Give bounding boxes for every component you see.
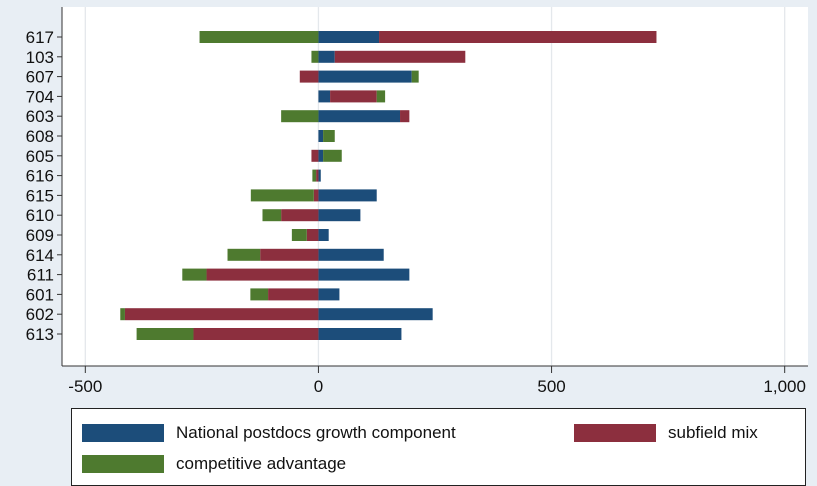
y-tick-label-602: 602 [26, 305, 54, 324]
bar-615-series-0 [318, 189, 377, 202]
y-tick-label-616: 616 [26, 167, 54, 186]
bar-611-series-1 [206, 268, 319, 281]
bar-601-series-2 [250, 288, 269, 301]
bar-614-series-1 [260, 248, 319, 261]
x-tick-label-1: 0 [314, 377, 323, 396]
bar-103-series-2 [311, 50, 319, 63]
chart-canvas: 6171036077046036086056166156106096146116… [26, 7, 808, 396]
y-tick-label-609: 609 [26, 226, 54, 245]
x-tick-label-2: 500 [537, 377, 565, 396]
bar-704-series-0 [318, 90, 331, 103]
bar-613-series-2 [136, 328, 194, 340]
bar-602-series-1 [124, 308, 319, 321]
bar-605-series-1 [311, 149, 319, 162]
y-tick-label-603: 603 [26, 107, 54, 126]
legend-label-competitive-advantage: competitive advantage [176, 454, 347, 473]
bar-611-series-0 [318, 268, 410, 281]
y-tick-label-103: 103 [26, 48, 54, 67]
legend-item-national-growth: National postdocs growth component [82, 423, 456, 443]
bar-610-series-1 [281, 209, 319, 222]
bar-607-series-1 [299, 70, 319, 83]
bar-103-series-1 [334, 50, 466, 63]
y-tick-label-614: 614 [26, 246, 54, 265]
bar-605-series-0 [318, 149, 324, 162]
legend-label-subfield-mix: subfield mix [668, 423, 758, 442]
y-tick-label-615: 615 [26, 186, 54, 205]
bar-605-series-2 [323, 149, 342, 162]
bar-613-series-1 [193, 328, 319, 340]
bar-103-series-0 [318, 50, 335, 63]
bar-601-series-0 [318, 288, 340, 301]
bar-613-series-0 [318, 328, 402, 340]
bar-607-series-2 [411, 70, 419, 83]
bar-616-series-2 [312, 169, 317, 182]
bar-704-series-2 [376, 90, 386, 103]
y-tick-label-601: 601 [26, 285, 54, 304]
bar-615-series-1 [313, 189, 319, 202]
bar-610-series-2 [262, 209, 282, 222]
bar-603-series-1 [400, 110, 410, 123]
bar-615-series-2 [250, 189, 314, 202]
bar-602-series-0 [318, 308, 433, 321]
bar-617-series-1 [379, 31, 657, 43]
bar-603-series-2 [281, 110, 319, 123]
y-tick-label-617: 617 [26, 28, 54, 47]
y-tick-label-610: 610 [26, 206, 54, 225]
bar-601-series-1 [268, 288, 319, 301]
bar-704-series-1 [330, 90, 377, 103]
legend-item-subfield-mix: subfield mix [574, 423, 758, 443]
y-tick-label-611: 611 [27, 266, 54, 285]
y-tick-label-605: 605 [26, 147, 54, 166]
y-axis: 6171036077046036086056166156106096146116… [26, 7, 63, 366]
bar-614-series-0 [318, 248, 384, 261]
legend-swatch-competitive-advantage [82, 455, 164, 473]
bars [120, 31, 657, 340]
y-tick-label-613: 613 [26, 325, 54, 344]
legend-swatch-subfield-mix [574, 424, 656, 442]
bar-609-series-0 [318, 229, 329, 241]
bar-616-series-1 [316, 169, 319, 182]
legend-label-national-growth: National postdocs growth component [176, 423, 456, 442]
x-tick-label-3: 1,000 [763, 377, 806, 396]
y-tick-label-704: 704 [26, 87, 54, 106]
legend: National postdocs growth component subfi… [71, 408, 806, 486]
legend-item-competitive-advantage: competitive advantage [82, 454, 346, 474]
bar-607-series-0 [318, 70, 412, 83]
bar-608-series-0 [318, 130, 324, 142]
x-tick-label-0: -500 [68, 377, 102, 396]
bar-602-series-2 [120, 308, 125, 321]
bar-610-series-0 [318, 209, 361, 222]
y-tick-label-607: 607 [26, 68, 54, 87]
legend-swatch-national-growth [82, 424, 164, 442]
bar-614-series-2 [227, 248, 261, 261]
bar-609-series-1 [306, 229, 319, 241]
bar-603-series-0 [318, 110, 401, 123]
bar-609-series-2 [291, 229, 307, 241]
bar-616-series-0 [318, 169, 321, 182]
gridlines [84, 7, 786, 366]
x-axis: -500 0 500 1,000 [62, 365, 808, 396]
bar-617-series-2 [199, 31, 319, 43]
plot-area [62, 7, 808, 366]
y-tick-label-608: 608 [26, 127, 54, 146]
bar-617-series-0 [318, 31, 380, 43]
bar-608-series-2 [323, 130, 335, 142]
bar-611-series-2 [182, 268, 207, 281]
